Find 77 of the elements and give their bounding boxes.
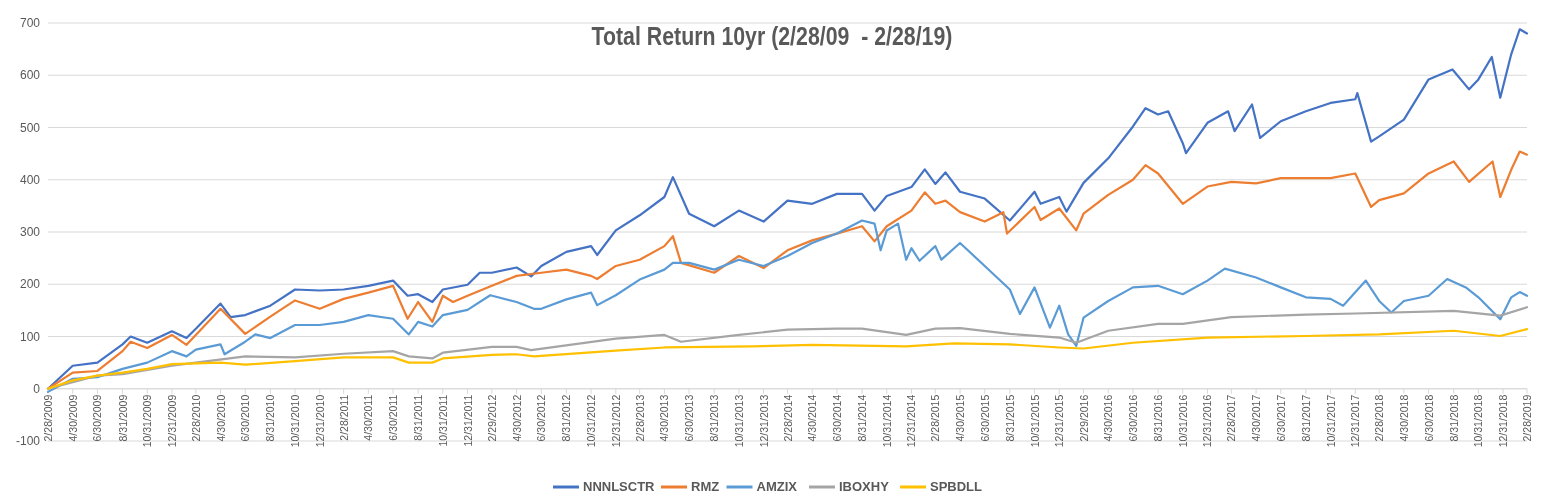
x-tick-label: 2/28/2014 [781, 394, 794, 442]
x-tick-label: 2/28/2017 [1225, 394, 1238, 442]
x-tick-label: 8/31/2018 [1447, 394, 1460, 442]
x-tick-label: 2/28/2018 [1373, 394, 1386, 442]
x-tick-label: 10/31/2016 [1176, 394, 1189, 448]
x-tick-label: 10/31/2010 [289, 394, 302, 448]
x-tick-label: 6/30/2014 [830, 394, 843, 442]
x-tick-label: 10/31/2014 [880, 394, 893, 448]
x-tick-label: 4/30/2012 [510, 394, 523, 442]
legend-label: AMZIX [756, 479, 798, 494]
x-tick-label: 4/30/2017 [1250, 394, 1263, 442]
y-tick-label: 500 [19, 120, 41, 135]
x-tick-label: 12/31/2016 [1201, 394, 1214, 448]
y-tick-label: 0 [33, 381, 41, 396]
x-tick-label: 6/30/2013 [683, 394, 696, 442]
x-tick-label: 8/31/2012 [560, 394, 573, 442]
x-tick-label: 12/31/2010 [313, 394, 326, 448]
x-tick-label: 6/30/2018 [1422, 394, 1435, 442]
x-tick-label: 8/31/2010 [264, 394, 277, 442]
x-tick-label: 4/30/2018 [1397, 394, 1410, 442]
x-tick-label: 12/31/2015 [1053, 394, 1066, 448]
x-tick-label: 4/30/2016 [1102, 394, 1115, 442]
y-tick-label: 300 [19, 225, 41, 239]
x-tick-label: 8/31/2013 [708, 394, 721, 442]
x-tick-label: 10/31/2015 [1028, 394, 1041, 448]
y-tick-label: -100 [15, 434, 41, 448]
line-series [46, 219, 1529, 393]
x-tick-label: 10/31/2018 [1472, 394, 1485, 448]
x-tick-label: 4/30/2009 [66, 394, 79, 442]
x-tick-label: 12/31/2013 [757, 394, 770, 448]
x-tick-label: 6/30/2011 [387, 394, 400, 441]
x-tick-label: 12/31/2018 [1497, 394, 1510, 448]
x-tick-label: 2/28/2009 [42, 394, 54, 442]
y-tick-label: 700 [19, 16, 41, 30]
y-tick-label: 400 [19, 172, 41, 187]
x-tick-label: 12/31/2009 [165, 394, 178, 448]
x-tick-label: 10/31/2013 [732, 394, 745, 448]
x-tick-label: 12/31/2011 [461, 394, 474, 447]
x-tick-label: 10/31/2009 [141, 394, 154, 448]
x-tick-label: 8/31/2009 [116, 394, 129, 442]
x-tick-label: 8/31/2016 [1152, 394, 1165, 442]
legend-label: RMZ [691, 479, 720, 494]
x-tick-label: 6/30/2010 [239, 394, 252, 442]
legend-label: NNNLSCTR [583, 479, 656, 494]
x-tick-label: 8/31/2014 [856, 394, 869, 442]
x-tick-label: 10/31/2012 [585, 394, 598, 448]
x-tick-label: 2/28/2010 [189, 394, 202, 442]
x-tick-label: 12/31/2012 [609, 394, 622, 448]
x-tick-label: 6/30/2009 [91, 394, 104, 442]
x-tick-label: 6/30/2012 [535, 394, 548, 442]
x-tick-label: 10/31/2011 [436, 394, 449, 447]
y-tick-label: 100 [19, 329, 41, 344]
x-tick-label: 2/28/2019 [1521, 394, 1533, 442]
x-tick-label: 12/31/2014 [905, 394, 918, 448]
x-tick-label: 2/28/2015 [929, 394, 942, 442]
x-tick-label: 12/31/2017 [1349, 394, 1362, 448]
y-tick-label: 200 [19, 277, 41, 292]
x-tick-label: 2/29/2012 [485, 394, 498, 442]
legend-label: IBOXHY [839, 479, 890, 494]
x-tick-label: 8/31/2017 [1299, 394, 1312, 442]
x-tick-label: 4/30/2015 [954, 394, 967, 442]
legend-label: SPBDLL [930, 479, 983, 494]
x-tick-label: 10/31/2017 [1324, 394, 1337, 448]
y-tick-label: 600 [19, 68, 41, 83]
x-tick-label: 8/31/2015 [1003, 394, 1016, 442]
x-tick-label: 4/30/2010 [214, 394, 227, 442]
x-tick-label: 4/30/2013 [658, 394, 671, 442]
x-tick-label: 6/30/2016 [1126, 394, 1139, 442]
x-tick-label: 2/28/2013 [633, 394, 646, 442]
x-tick-label: 4/30/2014 [806, 394, 819, 442]
x-tick-label: 6/30/2017 [1274, 394, 1287, 442]
x-tick-label: 4/30/2011 [362, 394, 375, 441]
x-tick-label: 6/30/2015 [978, 394, 991, 442]
chart-title: Total Return 10yr (2/28/09 - 2/28/19) [591, 20, 953, 51]
x-tick-label: 2/28/2011 [337, 394, 350, 441]
x-tick-label: 8/31/2011 [412, 394, 425, 441]
x-tick-label: 2/29/2016 [1077, 394, 1090, 442]
